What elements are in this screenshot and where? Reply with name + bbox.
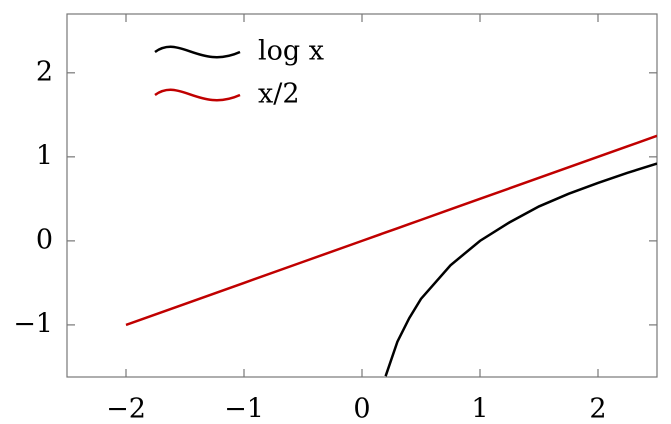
line bbox=[125, 134, 657, 327]
x-tick-label: −2 bbox=[106, 394, 146, 424]
line bbox=[384, 162, 657, 377]
y-tick-label: 2 bbox=[36, 56, 53, 87]
legend-label: log x bbox=[258, 36, 324, 67]
y-tick-label: 0 bbox=[36, 224, 53, 255]
x-tick-label: 0 bbox=[353, 394, 370, 424]
x-tick-label: −1 bbox=[224, 394, 264, 424]
x-tick-label: 2 bbox=[589, 394, 606, 424]
legend-swatch bbox=[154, 45, 241, 59]
y-tick-label: −1 bbox=[13, 308, 53, 339]
y-tick-label: 1 bbox=[36, 140, 53, 171]
plot-frame bbox=[66, 13, 658, 378]
legend-swatch bbox=[154, 88, 241, 102]
x-tick-label: 1 bbox=[471, 394, 488, 424]
legend-label: x/2 bbox=[258, 79, 300, 110]
